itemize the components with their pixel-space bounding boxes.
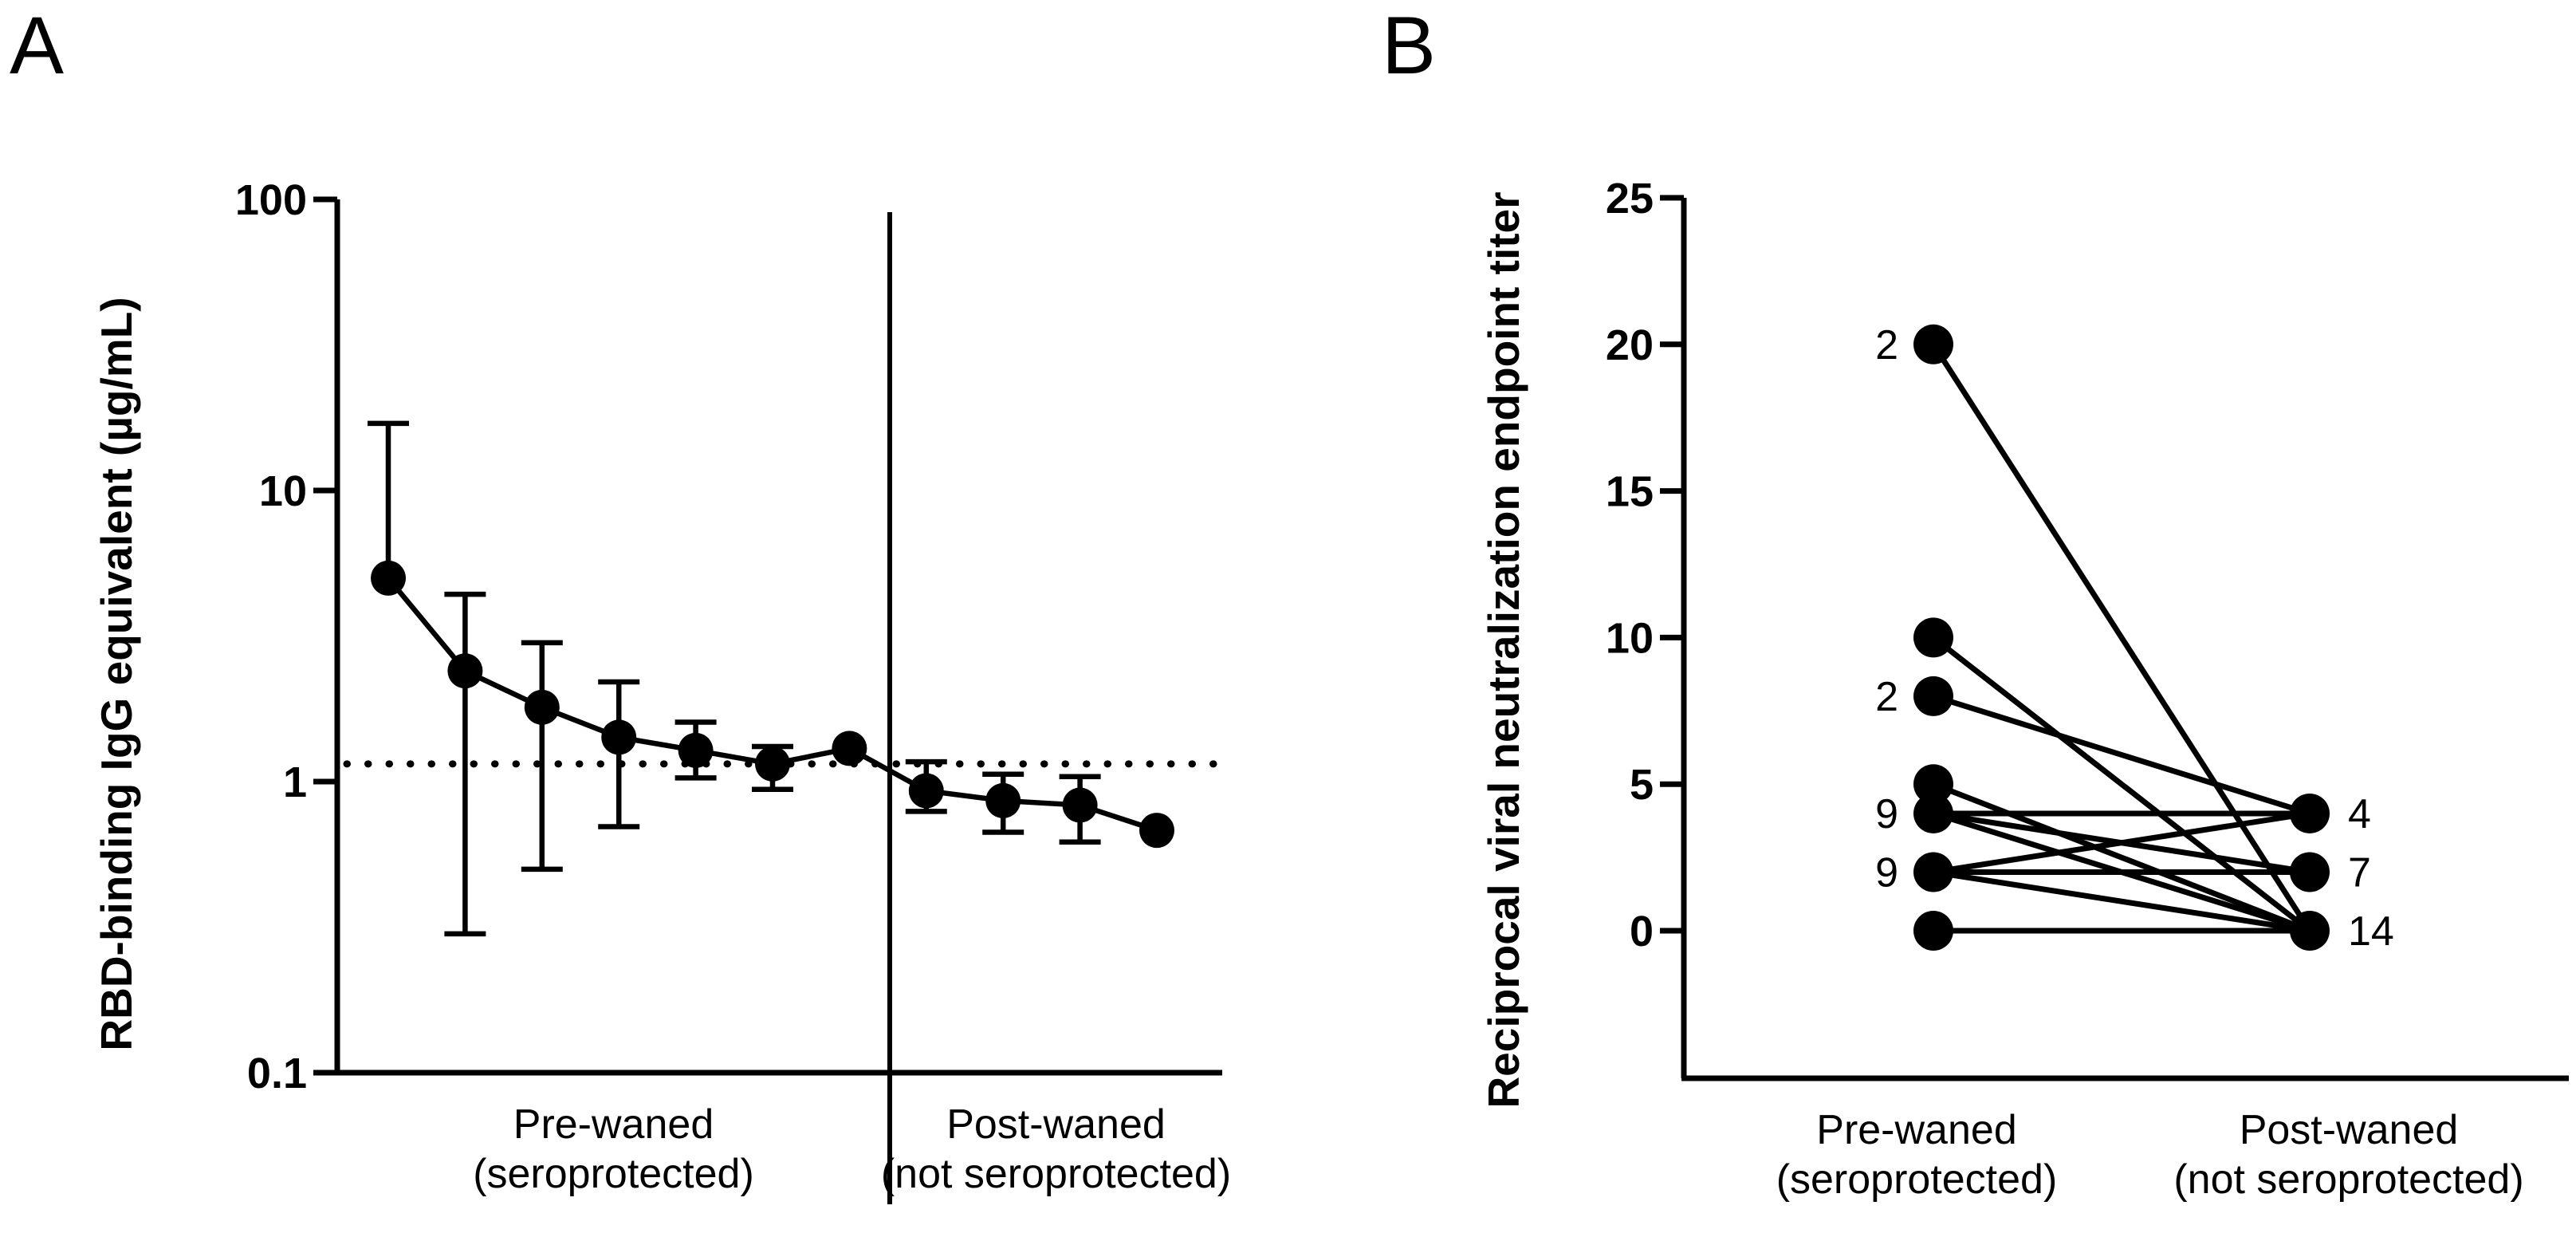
series-line <box>386 576 1158 833</box>
pair-line <box>1933 869 2311 934</box>
data-point-left <box>1913 617 1953 658</box>
data-point <box>755 746 790 782</box>
y-tick-label: 0.1 <box>247 1050 307 1097</box>
data-point <box>371 560 406 596</box>
data-point-right <box>2290 911 2330 951</box>
count-label-right: 14 <box>2348 908 2394 955</box>
panel-a-chart: 100 10 1 0.1 Pre-waned(seroprotected) Post-wa… <box>235 176 1231 1204</box>
pair-line <box>1931 635 2312 933</box>
count-label-right: 7 <box>2348 849 2371 896</box>
count-label-left: 9 <box>1875 791 1898 837</box>
panel-b-category-labels: Pre-waned(seroprotected) Post-waned(not s… <box>1776 1107 2524 1203</box>
y-tick-label: 5 <box>1630 761 1654 809</box>
panel-a-group-labels: Pre-waned(seroprotected) Post-waned(not s… <box>473 1101 1231 1197</box>
data-point <box>908 773 944 809</box>
panel-b-label: B <box>1382 0 1437 91</box>
panel-a-y-axis-title: RBD-binding IgG equivalent (µg/mL) <box>92 297 141 1051</box>
data-point-left <box>1913 852 1953 892</box>
data-point <box>1062 787 1098 823</box>
data-point <box>447 653 483 689</box>
panel-b-chart: 25 20 15 10 5 0 2 2 9 9 4 7 14 Pre-waned(seroprotecte… <box>1606 175 2569 1203</box>
y-tick-label: 100 <box>235 176 307 224</box>
panel-b-pair-lines <box>1931 342 2312 934</box>
y-tick-label: 20 <box>1606 321 1654 369</box>
data-point-left <box>1913 324 1953 364</box>
pair-line <box>1933 810 2311 875</box>
data-point-right <box>2290 852 2330 892</box>
panel-b-markers: 2 2 9 9 4 7 14 <box>1875 322 2394 955</box>
pair-line <box>1931 342 2312 932</box>
y-tick-label: 0 <box>1630 908 1654 955</box>
y-tick-label: 15 <box>1606 468 1654 516</box>
data-point-left <box>1913 676 1953 716</box>
category-label-line1: Post-waned <box>2240 1107 2459 1153</box>
panel-a-label: A <box>10 0 65 91</box>
category-label-line2: (not seroprotected) <box>2173 1156 2523 1203</box>
pair-line <box>1932 693 2311 817</box>
data-point <box>985 782 1021 818</box>
count-label-right: 4 <box>2348 791 2371 837</box>
category-label-line2: (seroprotected) <box>1776 1156 2058 1203</box>
count-label-left: 2 <box>1875 322 1898 368</box>
data-point-left <box>1913 793 1953 833</box>
data-point <box>524 689 560 725</box>
panel-a-axes <box>313 196 1222 1076</box>
group-label-line2: (seroprotected) <box>473 1151 754 1197</box>
group-label-line1: Pre-waned <box>513 1101 714 1148</box>
panel-a-markers <box>371 560 1174 849</box>
category-label-line1: Pre-waned <box>1816 1107 2016 1153</box>
y-tick-label: 10 <box>259 467 307 515</box>
panel-b-axes <box>1660 195 2569 1081</box>
data-point-left <box>1913 764 1953 805</box>
data-point-right <box>2290 793 2330 833</box>
y-tick-label: 1 <box>283 758 307 806</box>
y-tick-label: 10 <box>1606 614 1654 662</box>
data-point <box>1139 813 1174 849</box>
group-label-line2: (not seroprotected) <box>881 1151 1231 1197</box>
data-point <box>832 731 867 766</box>
panel-a-y-tick-labels: 100 10 1 0.1 <box>235 176 307 1097</box>
count-label-left: 2 <box>1875 674 1898 720</box>
panel-b-y-axis-title: Reciprocal viral neutralization endpoint… <box>1479 191 1528 1109</box>
group-label-line1: Post-waned <box>946 1101 1166 1148</box>
data-point <box>678 732 714 768</box>
data-point-left <box>1913 911 1953 951</box>
panel-b-y-tick-labels: 25 20 15 10 5 0 <box>1606 175 1654 955</box>
y-tick-label: 25 <box>1606 175 1654 223</box>
pair-line <box>1932 781 2311 934</box>
count-label-left: 9 <box>1875 849 1898 896</box>
data-point <box>601 719 637 755</box>
